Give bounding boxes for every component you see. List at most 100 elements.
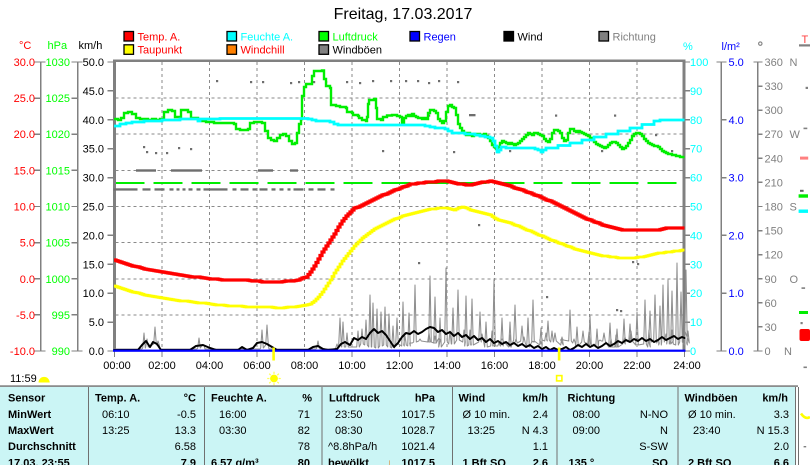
svg-text:2.6: 2.6 (533, 457, 548, 465)
svg-text:995: 995 (52, 310, 70, 322)
svg-text:Wind: Wind (518, 31, 543, 43)
svg-text:360: 360 (765, 57, 783, 69)
svg-text:1021.4: 1021.4 (401, 441, 435, 453)
svg-text:3.3: 3.3 (774, 409, 789, 421)
svg-text:13.3: 13.3 (175, 425, 196, 437)
svg-text:990: 990 (52, 346, 70, 358)
svg-text:Ø 10 min.: Ø 10 min. (688, 409, 736, 421)
svg-text:km/h: km/h (762, 393, 788, 405)
svg-text:l/m²: l/m² (722, 41, 741, 53)
svg-text:5.0: 5.0 (20, 238, 35, 250)
svg-text:°C: °C (19, 40, 31, 52)
svg-text:2.0: 2.0 (774, 441, 789, 453)
svg-text:30.0: 30.0 (14, 57, 35, 69)
svg-text:-0.5: -0.5 (177, 409, 196, 421)
svg-text:6.57 g/m³: 6.57 g/m³ (211, 457, 259, 465)
svg-text:W: W (790, 129, 801, 141)
svg-text:Temp. A.: Temp. A. (138, 31, 181, 43)
svg-text:Windchill: Windchill (241, 45, 285, 57)
svg-text:S: S (790, 202, 797, 214)
svg-text:120: 120 (765, 250, 783, 262)
svg-text:23:50: 23:50 (335, 409, 363, 421)
svg-text:-5.0: -5.0 (16, 310, 35, 322)
svg-text:Temp. A.: Temp. A. (95, 393, 140, 405)
svg-text:330: 330 (765, 81, 783, 93)
svg-text:71: 71 (298, 409, 310, 421)
svg-text:20.0: 20.0 (83, 230, 104, 242)
svg-text:35.0: 35.0 (83, 144, 104, 156)
svg-text:10:00: 10:00 (338, 360, 366, 372)
svg-text:13:25: 13:25 (468, 425, 496, 437)
svg-text:15.0: 15.0 (83, 259, 104, 271)
svg-text:08:30: 08:30 (335, 425, 363, 437)
svg-text:82: 82 (298, 425, 310, 437)
svg-text:Windböen: Windböen (333, 45, 383, 57)
svg-text:Regen: Regen (424, 31, 456, 43)
svg-text:bewölkt: bewölkt (328, 457, 369, 465)
svg-text:SO: SO (652, 457, 668, 465)
svg-text:O: O (790, 274, 799, 286)
svg-text:25.0: 25.0 (14, 93, 35, 105)
svg-text:20: 20 (690, 288, 702, 300)
svg-text:80: 80 (690, 115, 702, 127)
svg-text:50.0: 50.0 (83, 57, 104, 69)
svg-text:Taupunkt: Taupunkt (138, 45, 183, 57)
svg-text:5.0: 5.0 (89, 317, 104, 329)
svg-text:16:00: 16:00 (481, 360, 509, 372)
svg-text:Ø 10 min.: Ø 10 min. (463, 409, 511, 421)
svg-text:90: 90 (765, 274, 777, 286)
svg-text:1 Bft SO: 1 Bft SO (463, 457, 507, 465)
svg-text:24:00: 24:00 (673, 360, 701, 372)
svg-text:100: 100 (690, 57, 708, 69)
svg-text:Windböen: Windböen (685, 393, 738, 405)
svg-text:hPa: hPa (415, 393, 436, 405)
svg-text:03:30: 03:30 (219, 425, 247, 437)
svg-text:km/h: km/h (522, 393, 548, 405)
svg-text:1010: 1010 (46, 202, 70, 214)
svg-text:13:25: 13:25 (102, 425, 130, 437)
svg-text:00:00: 00:00 (103, 360, 131, 372)
svg-text:50: 50 (690, 202, 702, 214)
svg-text:10.0: 10.0 (83, 288, 104, 300)
svg-text:T: T (802, 34, 809, 46)
svg-text:30: 30 (690, 259, 702, 271)
svg-text:20.0: 20.0 (14, 129, 35, 141)
svg-text:30.0: 30.0 (83, 173, 104, 185)
svg-text:45.0: 45.0 (83, 86, 104, 98)
svg-text:5.0: 5.0 (729, 57, 744, 69)
svg-text:30: 30 (765, 322, 777, 334)
svg-text:2.4: 2.4 (533, 409, 548, 421)
svg-text:hPa: hPa (48, 40, 68, 52)
svg-text:%: % (683, 41, 693, 53)
svg-text:1.0: 1.0 (729, 288, 744, 300)
svg-text:06:10: 06:10 (102, 409, 130, 421)
svg-text:150: 150 (765, 226, 783, 238)
svg-text:20:00: 20:00 (576, 360, 604, 372)
svg-text:N 4.3: N 4.3 (522, 425, 548, 437)
svg-text:2.0: 2.0 (729, 230, 744, 242)
svg-text:Richtung: Richtung (568, 393, 616, 405)
svg-text:Feuchte A.: Feuchte A. (241, 31, 294, 43)
svg-text:km/h: km/h (79, 40, 103, 52)
svg-text:240: 240 (765, 153, 783, 165)
svg-text:MaxWert: MaxWert (8, 425, 54, 437)
svg-text:S-SW: S-SW (639, 441, 668, 453)
svg-text:17.03. 23:55: 17.03. 23:55 (8, 457, 70, 465)
svg-text:210: 210 (765, 177, 783, 189)
svg-text:6.6: 6.6 (774, 457, 789, 465)
svg-text:60: 60 (690, 173, 702, 185)
svg-text:N: N (784, 346, 792, 358)
svg-text:0.0: 0.0 (89, 346, 104, 358)
svg-text:2 Bft SO: 2 Bft SO (688, 457, 732, 465)
svg-text:Feuchte A.: Feuchte A. (211, 393, 267, 405)
svg-text:80: 80 (298, 457, 310, 465)
svg-text:Durchschnitt: Durchschnitt (8, 441, 76, 453)
svg-text:10.0: 10.0 (14, 202, 35, 214)
svg-text:°C: °C (184, 393, 196, 405)
svg-text:^8.8hPa/h: ^8.8hPa/h (328, 441, 377, 453)
svg-text:25.0: 25.0 (83, 202, 104, 214)
svg-text:MinWert: MinWert (8, 409, 52, 421)
svg-text:11:59: 11:59 (10, 373, 37, 385)
svg-text:90: 90 (690, 86, 702, 98)
svg-text:40.0: 40.0 (83, 115, 104, 127)
